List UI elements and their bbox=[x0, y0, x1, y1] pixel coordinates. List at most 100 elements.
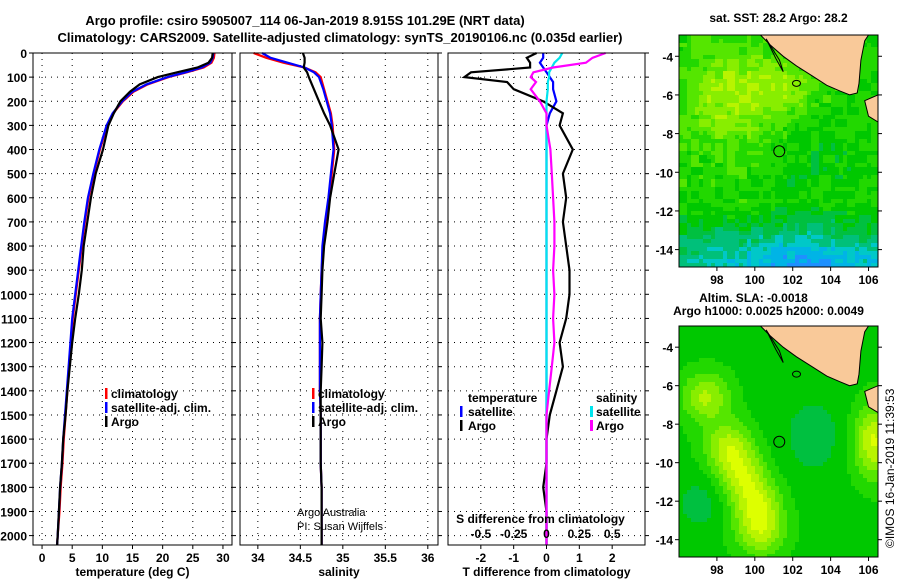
map-cell bbox=[795, 406, 799, 410]
map-cell bbox=[727, 263, 731, 267]
map-cell bbox=[831, 179, 835, 183]
map-cell bbox=[871, 79, 875, 83]
map-cell bbox=[699, 103, 703, 107]
map-cell bbox=[827, 111, 831, 115]
map-cell bbox=[751, 474, 755, 478]
map-cell bbox=[819, 159, 823, 163]
map-cell bbox=[727, 127, 731, 131]
map-cell bbox=[699, 127, 703, 131]
map-cell bbox=[771, 514, 775, 518]
map-cell bbox=[831, 171, 835, 175]
map-cell bbox=[707, 394, 711, 398]
map-cell bbox=[743, 486, 747, 490]
map-cell bbox=[679, 175, 683, 179]
map-cell bbox=[759, 458, 763, 462]
map-cell bbox=[731, 382, 735, 386]
map-cell bbox=[767, 350, 771, 354]
map-cell bbox=[691, 386, 695, 390]
map-cell bbox=[795, 494, 799, 498]
map-cell bbox=[687, 518, 691, 522]
map-cell bbox=[687, 235, 691, 239]
map-cell bbox=[747, 179, 751, 183]
map-cell bbox=[839, 115, 843, 119]
map-cell bbox=[679, 526, 683, 530]
map-cell bbox=[867, 203, 871, 207]
map-cell bbox=[759, 55, 763, 59]
map-cell bbox=[747, 442, 751, 446]
map-cell bbox=[771, 402, 775, 406]
map-cell bbox=[743, 111, 747, 115]
map-cell bbox=[727, 135, 731, 139]
map-cell bbox=[735, 390, 739, 394]
map-cell bbox=[799, 406, 803, 410]
map-cell bbox=[759, 131, 763, 135]
map-cell bbox=[819, 143, 823, 147]
map-cell bbox=[839, 211, 843, 215]
map-cell bbox=[747, 71, 751, 75]
x-tick-label: 35 bbox=[336, 551, 350, 565]
map-cell bbox=[867, 147, 871, 151]
map-cell bbox=[855, 95, 859, 99]
map-cell bbox=[683, 227, 687, 231]
map-cell bbox=[807, 235, 811, 239]
map-cell bbox=[851, 227, 855, 231]
map-cell bbox=[691, 478, 695, 482]
map-cell bbox=[679, 386, 683, 390]
map-cell bbox=[795, 151, 799, 155]
map-cell bbox=[811, 167, 815, 171]
map-cell bbox=[787, 251, 791, 255]
map-cell bbox=[683, 35, 687, 39]
map-cell bbox=[807, 123, 811, 127]
map-cell bbox=[799, 410, 803, 414]
map-cell bbox=[847, 255, 851, 259]
map-cell bbox=[727, 103, 731, 107]
map-cell bbox=[735, 510, 739, 514]
map-cell bbox=[687, 326, 691, 330]
map-cell bbox=[679, 107, 683, 111]
map-cell bbox=[759, 75, 763, 79]
map-cell bbox=[687, 167, 691, 171]
map-cell bbox=[703, 251, 707, 255]
map-cell bbox=[787, 239, 791, 243]
map-cell bbox=[743, 231, 747, 235]
map-cell bbox=[731, 191, 735, 195]
map-cell bbox=[707, 482, 711, 486]
map-cell bbox=[755, 43, 759, 47]
map-cell bbox=[699, 207, 703, 211]
map-cell bbox=[831, 235, 835, 239]
map-cell bbox=[679, 434, 683, 438]
map-cell bbox=[739, 203, 743, 207]
map-cell bbox=[711, 95, 715, 99]
map-cell bbox=[807, 91, 811, 95]
map-cell bbox=[771, 59, 775, 63]
map-cell bbox=[815, 203, 819, 207]
map-cell bbox=[811, 127, 815, 131]
map-cell bbox=[755, 135, 759, 139]
map-cell bbox=[755, 522, 759, 526]
map-cell bbox=[863, 155, 867, 159]
map-cell bbox=[755, 502, 759, 506]
map-cell bbox=[799, 147, 803, 151]
map-cell bbox=[771, 470, 775, 474]
lon-tick-label: 98 bbox=[710, 273, 724, 287]
map-cell bbox=[787, 450, 791, 454]
map-cell bbox=[835, 127, 839, 131]
map-cell bbox=[751, 418, 755, 422]
map-cell bbox=[723, 79, 727, 83]
map-cell bbox=[751, 239, 755, 243]
map-cell bbox=[683, 510, 687, 514]
map-cell bbox=[679, 458, 683, 462]
map-cell bbox=[691, 63, 695, 67]
map-cell bbox=[683, 326, 687, 330]
map-cell bbox=[791, 215, 795, 219]
map-cell bbox=[863, 83, 867, 87]
map-cell bbox=[719, 370, 723, 374]
map-cell bbox=[719, 546, 723, 550]
map-cell bbox=[751, 115, 755, 119]
map-cell bbox=[715, 466, 719, 470]
map-cell bbox=[723, 71, 727, 75]
map-cell bbox=[735, 143, 739, 147]
map-cell bbox=[719, 374, 723, 378]
map-cell bbox=[747, 147, 751, 151]
map-cell bbox=[699, 143, 703, 147]
